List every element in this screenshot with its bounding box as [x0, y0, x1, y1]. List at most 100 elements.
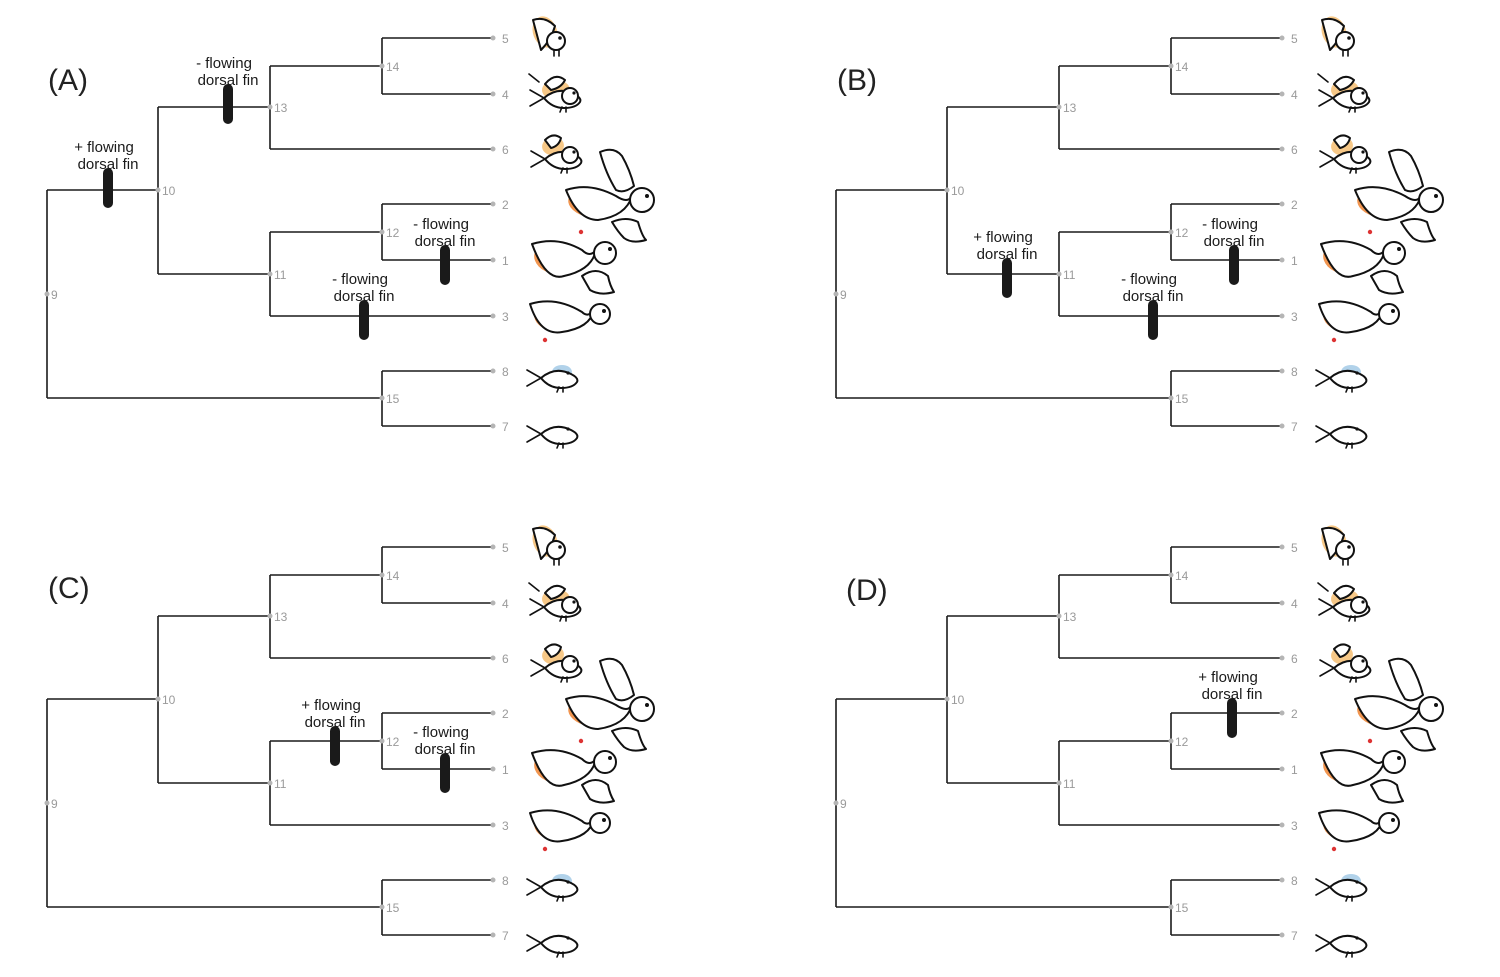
fancy-goldfish-icon	[529, 148, 655, 343]
blue-fish-icon	[526, 874, 579, 902]
event-label-line2: dorsal fin	[78, 156, 139, 173]
node-dot	[379, 229, 385, 235]
node-label: 12	[1175, 735, 1189, 749]
tip-dot	[490, 201, 496, 207]
node-label: 15	[386, 901, 400, 915]
tip-label: 7	[1291, 929, 1298, 943]
tip-dot	[1279, 146, 1285, 152]
node-label: 14	[386, 569, 400, 583]
tip-dot	[490, 822, 496, 828]
event-bar	[1002, 258, 1012, 298]
event-label-line2: dorsal fin	[415, 233, 476, 250]
event-label-line1: - flowing	[413, 724, 469, 741]
tip-dot	[1279, 313, 1285, 319]
node-dot	[267, 613, 273, 619]
node-label: 9	[840, 797, 847, 811]
node-label: 14	[1175, 60, 1189, 74]
panel-label: (C)	[48, 572, 90, 605]
tip-dot	[1279, 822, 1285, 828]
goldfish-icon	[532, 16, 566, 57]
fancy-goldfish-icon	[529, 657, 655, 852]
node-label: 14	[1175, 569, 1189, 583]
node-label: 11	[274, 268, 287, 282]
event-label-line1: + flowing	[74, 139, 134, 156]
goldfish-icon	[1321, 525, 1355, 566]
goldfish-icon	[1317, 73, 1371, 113]
plain-fish-icon	[1315, 425, 1368, 449]
tip-dot	[490, 368, 496, 374]
tip-dot	[1279, 710, 1285, 716]
goldfish-icon	[530, 643, 583, 683]
blue-fish-icon	[1315, 874, 1368, 902]
tip-label: 1	[502, 254, 509, 268]
event-bar	[440, 245, 450, 285]
plain-fish-icon	[526, 425, 579, 449]
tip-label: 5	[1291, 32, 1298, 46]
tip-dot	[490, 313, 496, 319]
node-dot	[379, 904, 385, 910]
blue-fish-icon	[1315, 365, 1368, 393]
node-dot	[379, 738, 385, 744]
node-label: 12	[1175, 226, 1189, 240]
tip-label: 5	[1291, 541, 1298, 555]
tip-dot	[490, 257, 496, 263]
node-dot	[44, 800, 50, 806]
tip-dot	[1279, 766, 1285, 772]
event-label-line1: + flowing	[973, 229, 1033, 246]
node-dot	[1168, 904, 1174, 910]
tip-label: 7	[502, 420, 509, 434]
tip-label: 4	[502, 597, 509, 611]
node-dot	[833, 800, 839, 806]
tip-label: 1	[1291, 763, 1298, 777]
tip-label: 4	[1291, 88, 1298, 102]
node-label: 9	[840, 288, 847, 302]
tip-label: 2	[502, 707, 509, 721]
goldfish-icon	[1319, 643, 1372, 683]
tip-dot	[490, 877, 496, 883]
event-bar	[330, 726, 340, 766]
tip-label: 4	[502, 88, 509, 102]
event-label-line2: dorsal fin	[334, 288, 395, 305]
node-label: 14	[386, 60, 400, 74]
event-bar	[1227, 698, 1237, 738]
node-dot	[944, 187, 950, 193]
node-dot	[1056, 271, 1062, 277]
tip-label: 6	[502, 143, 509, 157]
tip-dot	[1279, 35, 1285, 41]
event-label-line2: dorsal fin	[415, 741, 476, 758]
fancy-goldfish-icon	[1318, 657, 1444, 852]
node-dot	[1168, 395, 1174, 401]
node-dot	[379, 572, 385, 578]
tip-label: 4	[1291, 597, 1298, 611]
tip-label: 6	[1291, 143, 1298, 157]
node-label: 15	[1175, 901, 1189, 915]
node-dot	[1168, 738, 1174, 744]
tip-dot	[490, 91, 496, 97]
tip-dot	[1279, 423, 1285, 429]
tip-label: 2	[1291, 198, 1298, 212]
node-label: 9	[51, 288, 58, 302]
panel-label: (D)	[846, 574, 888, 607]
node-label: 10	[162, 184, 176, 198]
node-label: 15	[386, 392, 400, 406]
tip-dot	[1279, 257, 1285, 263]
node-dot	[1168, 229, 1174, 235]
goldfish-icon	[1321, 16, 1355, 57]
fancy-goldfish-icon	[1318, 148, 1444, 343]
node-label: 10	[951, 184, 965, 198]
node-dot	[44, 291, 50, 297]
event-label-line2: dorsal fin	[977, 246, 1038, 263]
tip-label: 2	[1291, 707, 1298, 721]
event-label-line2: dorsal fin	[198, 72, 259, 89]
tip-dot	[1279, 201, 1285, 207]
tip-label: 8	[1291, 874, 1298, 888]
